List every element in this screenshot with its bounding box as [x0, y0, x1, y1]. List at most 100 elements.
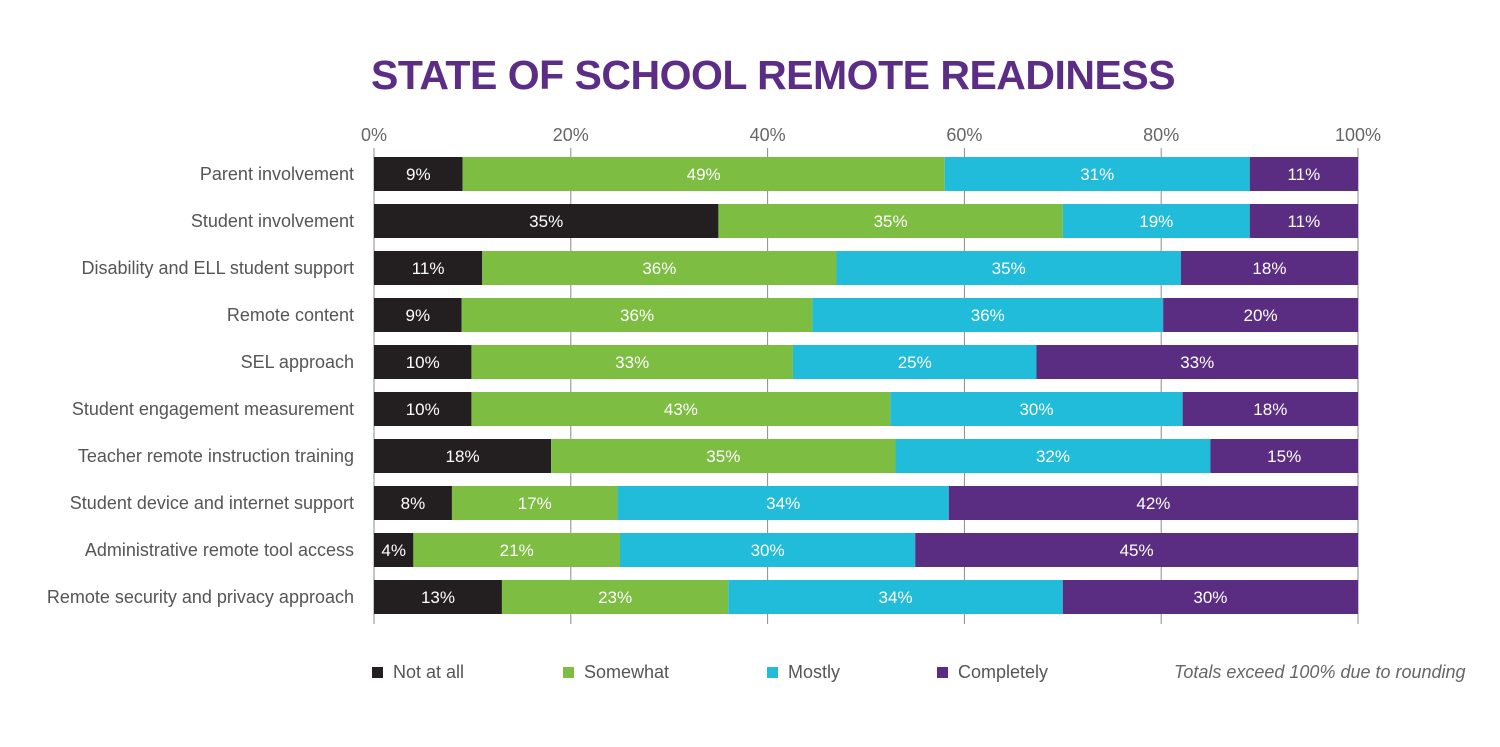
bar-segment: [617, 486, 949, 520]
chart-title: STATE OF SCHOOL REMOTE READINESS: [371, 52, 1176, 98]
category-label: Administrative remote tool access: [85, 540, 354, 560]
bar-segment: [948, 486, 1358, 520]
bar-segment: [501, 580, 729, 614]
data-label: 18%: [1253, 400, 1287, 419]
category-label: Parent involvement: [200, 164, 354, 184]
data-label: 25%: [898, 353, 932, 372]
bar-segment: [551, 439, 896, 473]
data-label: 19%: [1139, 212, 1173, 231]
bar-segment: [718, 204, 1063, 238]
data-label: 31%: [1080, 165, 1114, 184]
legend-label: Mostly: [788, 662, 841, 682]
data-label: 34%: [766, 494, 800, 513]
legend-swatch: [563, 667, 574, 678]
data-label: 32%: [1036, 447, 1070, 466]
data-label: 11%: [412, 259, 445, 278]
data-label: 18%: [446, 447, 480, 466]
bar-segment: [374, 345, 472, 379]
x-tick-label: 20%: [553, 125, 589, 145]
category-label: Teacher remote instruction training: [78, 446, 354, 466]
bar-segment: [374, 392, 472, 426]
bar-segment: [413, 533, 620, 567]
data-label: 11%: [1287, 165, 1320, 184]
data-label: 36%: [620, 306, 654, 325]
data-label: 33%: [1180, 353, 1214, 372]
bar-segment: [374, 298, 462, 332]
legend-item: Somewhat: [563, 662, 669, 683]
category-label: Student engagement measurement: [72, 399, 354, 419]
data-label: 9%: [406, 306, 431, 325]
legend-swatch: [937, 667, 948, 678]
bar-segment: [836, 251, 1181, 285]
legend-label: Not at all: [393, 662, 465, 682]
data-label: 15%: [1267, 447, 1301, 466]
bar-segment: [374, 580, 502, 614]
data-label: 23%: [598, 588, 632, 607]
bar-segment: [1062, 580, 1358, 614]
bar-segment: [620, 533, 916, 567]
data-label: 45%: [1120, 541, 1154, 560]
data-label: 36%: [642, 259, 676, 278]
data-label: 36%: [971, 306, 1005, 325]
bar-segment: [895, 439, 1211, 473]
bar-segment: [374, 251, 483, 285]
bar-segment: [1182, 392, 1358, 426]
bar-segment: [1210, 439, 1358, 473]
bar-segment: [890, 392, 1183, 426]
legend-swatch: [767, 667, 778, 678]
x-tick-label: 0%: [361, 125, 387, 145]
data-label: 10%: [406, 353, 440, 372]
data-label: 10%: [406, 400, 440, 419]
data-label: 20%: [1244, 306, 1278, 325]
legend-item: Completely: [937, 662, 1048, 683]
data-label: 30%: [751, 541, 785, 560]
data-label: 30%: [1193, 588, 1227, 607]
data-label: 11%: [1287, 212, 1320, 231]
data-label: 35%: [874, 212, 908, 231]
category-label: SEL approach: [241, 352, 354, 372]
bar-segment: [462, 157, 945, 191]
bar-segment: [374, 486, 452, 520]
bar-segment: [374, 157, 463, 191]
legend-swatch: [372, 667, 383, 678]
data-label: 9%: [406, 165, 431, 184]
data-label: 42%: [1136, 494, 1170, 513]
legend-label: Somewhat: [584, 662, 670, 682]
bar-segment: [1062, 204, 1250, 238]
bar-segment: [1180, 251, 1358, 285]
bar-segment: [728, 580, 1063, 614]
data-label: 43%: [664, 400, 698, 419]
bar-segment: [1036, 345, 1358, 379]
x-tick-label: 40%: [750, 125, 786, 145]
bar-segment: [915, 533, 1358, 567]
category-label: Remote content: [227, 305, 354, 325]
bar-segment: [374, 204, 719, 238]
bar-segment: [374, 439, 552, 473]
category-label: Student device and internet support: [70, 493, 354, 513]
bar-segment: [471, 392, 891, 426]
category-label: Student involvement: [191, 211, 354, 231]
data-label: 34%: [879, 588, 913, 607]
bar-segment: [374, 533, 414, 567]
category-label: Disability and ELL student support: [82, 258, 355, 278]
data-label: 4%: [381, 541, 406, 560]
bar-segment: [812, 298, 1164, 332]
bar-segment: [471, 345, 793, 379]
bar-segment: [1249, 204, 1358, 238]
x-tick-label: 80%: [1143, 125, 1179, 145]
x-tick-label: 60%: [946, 125, 982, 145]
legend-label: Completely: [958, 662, 1049, 682]
data-label: 35%: [529, 212, 563, 231]
data-label: 21%: [500, 541, 534, 560]
bar-segment: [461, 298, 813, 332]
data-label: 35%: [706, 447, 740, 466]
bar-segment: [1249, 157, 1358, 191]
data-label: 13%: [421, 588, 455, 607]
bar-segment: [482, 251, 837, 285]
x-tick-label: 100%: [1335, 125, 1381, 145]
legend-item: Not at all: [372, 662, 464, 683]
category-label: Remote security and privacy approach: [47, 587, 354, 607]
data-label: 49%: [687, 165, 721, 184]
data-label: 17%: [518, 494, 552, 513]
